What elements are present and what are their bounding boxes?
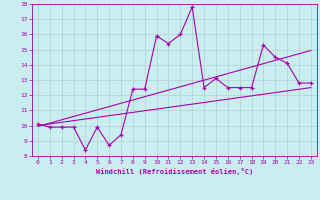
X-axis label: Windchill (Refroidissement éolien,°C): Windchill (Refroidissement éolien,°C) [96,168,253,175]
